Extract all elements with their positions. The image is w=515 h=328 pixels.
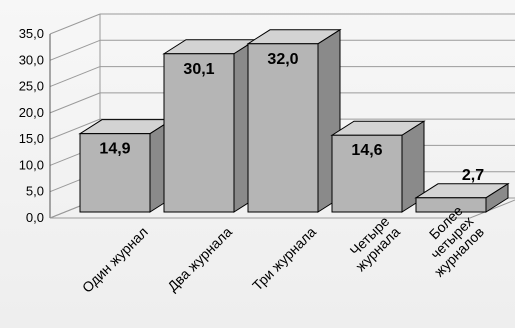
x-tick-label: Два журнала — [164, 223, 235, 294]
data-label: 30,1 — [183, 61, 214, 78]
bar — [79, 133, 151, 213]
bar — [247, 43, 319, 213]
y-tick-label: 20,0 — [19, 105, 44, 120]
x-tick-label: Один журнал — [79, 224, 151, 296]
data-label: 32,0 — [267, 51, 298, 68]
data-label: 2,7 — [462, 167, 484, 184]
x-tick-label-line: Два журнала — [164, 223, 235, 294]
gridline-side — [49, 66, 101, 88]
y-tick-label: 5,0 — [26, 184, 44, 199]
data-label: 14,9 — [99, 141, 130, 158]
y-tick-label: 10,0 — [19, 157, 44, 172]
gridline-side — [49, 118, 101, 140]
y-tick-label: 25,0 — [19, 79, 44, 94]
y-tick-label: 15,0 — [19, 131, 44, 146]
gridline-side — [49, 13, 101, 35]
x-tick-label: Три журнала — [249, 223, 319, 293]
gridline-side — [49, 39, 101, 61]
y-tick-label: 0,0 — [26, 210, 44, 225]
y-tick-label: 30,0 — [19, 52, 44, 67]
data-label: 14,6 — [351, 142, 382, 159]
bar — [331, 134, 403, 213]
bar — [415, 197, 487, 213]
y-tick-label: 35,0 — [19, 26, 44, 41]
x-tick-label-line: Один журнал — [79, 224, 151, 296]
bar — [163, 53, 235, 213]
gridline-side — [49, 92, 101, 114]
x-tick-label-line: Три журнала — [249, 223, 319, 293]
